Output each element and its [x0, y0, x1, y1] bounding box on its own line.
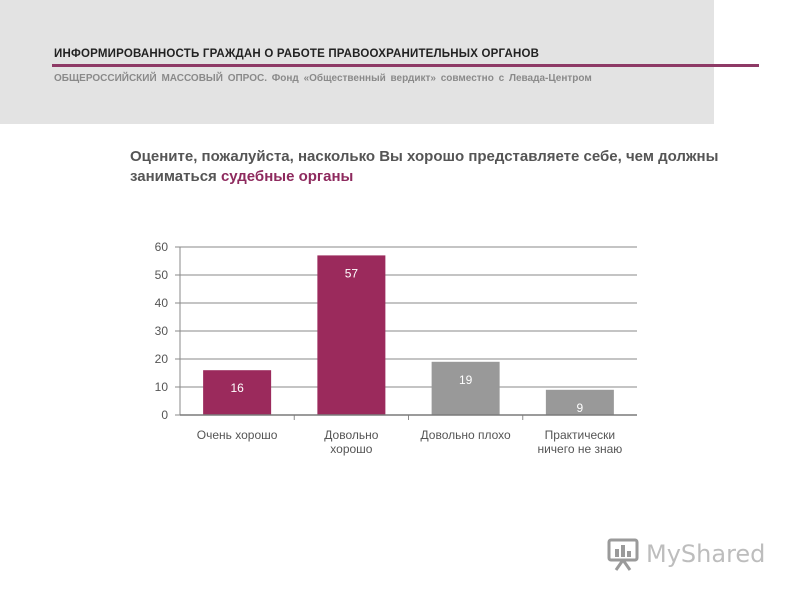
data-label: 57 — [345, 266, 359, 280]
x-tick-label: Практически — [545, 428, 615, 442]
bar — [545, 389, 614, 415]
survey-question: Оцените, пожалуйста, насколько Вы хорошо… — [130, 147, 780, 187]
bar-chart: 0 10 20 30 40 50 60 16 Очень хорошо 57 Довольнохор… — [155, 240, 637, 456]
watermark: MyShared — [606, 536, 765, 572]
data-label: 9 — [577, 401, 584, 415]
presentation-board-icon — [607, 538, 639, 571]
y-tick-label: 0 — [161, 408, 168, 422]
question-highlight: судебные органы — [220, 168, 354, 185]
x-tick-label: Очень хорошо — [197, 428, 278, 442]
header-band — [0, 0, 714, 124]
bar — [317, 255, 386, 415]
question-text: Оцените, пожалуйста, насколько Вы хорошо… — [130, 148, 719, 185]
y-tick-label: 40 — [155, 296, 169, 310]
y-tick-label: 30 — [155, 324, 169, 338]
header-divider — [52, 64, 759, 67]
data-label: 19 — [459, 373, 473, 387]
y-tick-label: 50 — [155, 268, 169, 282]
y-tick-label: 20 — [155, 352, 169, 366]
page-subtitle: ОБЩЕРОССИЙСКИЙ МАССОВЫЙ ОПРОС. Фонд «Общ… — [54, 73, 592, 84]
x-tick-label: хорошо — [330, 442, 373, 456]
bar — [203, 370, 272, 415]
bar — [431, 361, 500, 415]
x-tick-label: Довольно плохо — [421, 428, 512, 442]
page-title: ИНФОРМИРОВАННОСТЬ ГРАЖДАН О РАБОТЕ ПРАВО… — [54, 48, 540, 60]
watermark-text: MyShared — [646, 540, 766, 568]
data-label: 16 — [230, 381, 244, 395]
x-tick-label: ничего не знаю — [537, 442, 622, 456]
y-tick-label: 10 — [155, 380, 169, 394]
x-tick-label: Довольно — [324, 428, 378, 442]
y-tick-label: 60 — [155, 240, 169, 254]
